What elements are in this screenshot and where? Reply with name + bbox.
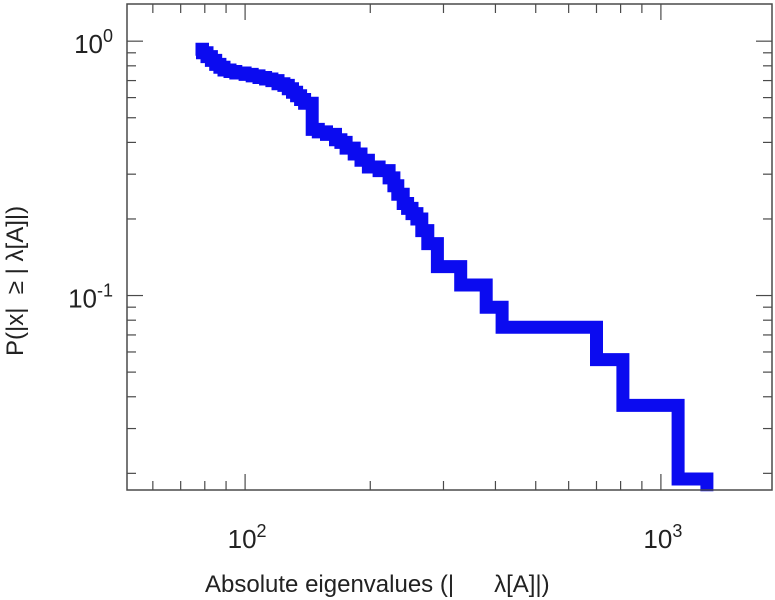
axis-ticks <box>127 4 772 490</box>
y-tick-label: 100 <box>74 26 113 59</box>
plot-series-layer <box>195 42 714 492</box>
x-tick-label: 103 <box>643 521 682 554</box>
tick-labels: 102 103 100 10-1 <box>68 26 682 554</box>
plot-frame <box>126 3 773 491</box>
x-axis-label: Absolute eigenvalues (| λ[A]|) <box>205 571 550 598</box>
series-line-0 <box>195 42 714 492</box>
x-tick-label: 102 <box>228 521 267 554</box>
y-tick-label: 10-1 <box>68 281 113 314</box>
y-axis-label: P(|x| ≥ | λ[A]|) <box>2 206 29 356</box>
